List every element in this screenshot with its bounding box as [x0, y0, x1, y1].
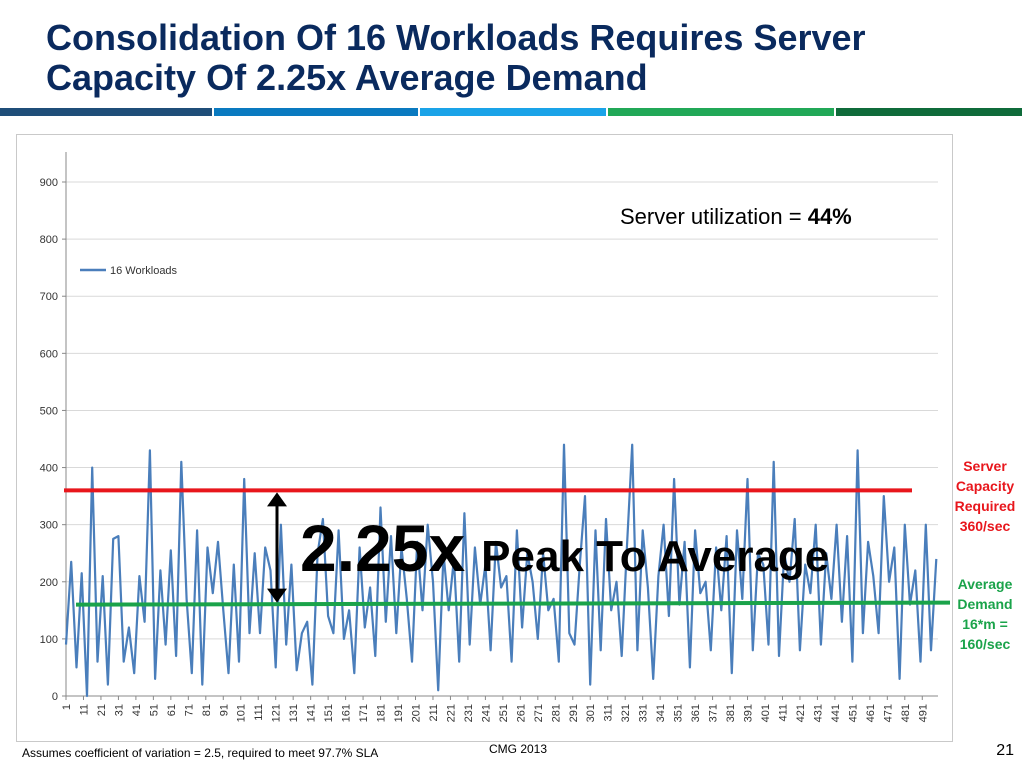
footer-text: CMG 2013 [489, 742, 548, 756]
title-stripe-segment [0, 108, 212, 116]
x-tick-label: 261 [515, 704, 527, 722]
x-tick-label: 301 [585, 704, 597, 722]
x-tick-label: 221 [445, 704, 457, 722]
x-tick-label: 41 [131, 704, 143, 716]
slide-title-line2: Capacity Of 2.25x Average Demand [46, 57, 648, 98]
slide-title: Consolidation Of 16 Workloads Requires S… [46, 18, 1006, 98]
x-tick-label: 161 [341, 704, 353, 722]
x-tick-label: 351 [673, 704, 685, 722]
peak-arrow-head-up [267, 492, 287, 507]
x-tick-label: 141 [306, 704, 318, 722]
x-tick-label: 431 [812, 704, 824, 722]
peak-arrow-head-down [267, 588, 287, 603]
x-tick-label: 151 [323, 704, 335, 722]
average-annotation: Average Demand 16*m = 160/sec [946, 574, 1024, 654]
y-tick-label: 200 [40, 577, 58, 589]
capacity-annotation: Server Capacity Required 360/sec [946, 456, 1024, 536]
x-tick-label: 181 [376, 704, 388, 722]
x-tick-label: 91 [218, 704, 230, 716]
x-tick-label: 21 [96, 704, 108, 716]
x-tick-label: 361 [690, 704, 702, 722]
capacity-label-line: Server [963, 458, 1007, 474]
x-tick-label: 81 [201, 704, 213, 716]
x-tick-label: 111 [253, 704, 265, 721]
title-stripe-segment [836, 108, 1022, 116]
x-tick-label: 171 [358, 704, 370, 722]
peak-text: Peak To Average [481, 532, 830, 581]
x-tick-label: 31 [113, 704, 125, 716]
series-line [64, 443, 938, 698]
title-stripe-segment [214, 108, 418, 116]
title-stripe-segment [608, 108, 834, 116]
y-tick-label: 0 [52, 691, 58, 703]
x-tick-label: 121 [271, 704, 283, 722]
average-label-line: 16*m = [962, 616, 1008, 632]
x-tick-label: 241 [480, 704, 492, 722]
x-tick-label: 211 [428, 704, 440, 722]
x-tick-label: 481 [900, 704, 912, 722]
average-label-line: 160/sec [959, 636, 1011, 652]
x-tick-label: 101 [236, 704, 248, 722]
peak-ratio: 2.25x [300, 511, 466, 585]
legend-label: 16 Workloads [110, 265, 178, 277]
x-tick-label: 471 [882, 704, 894, 722]
x-tick-label: 271 [533, 704, 545, 722]
x-tick-label: 131 [288, 704, 300, 722]
average-line [75, 600, 951, 607]
x-tick-label: 281 [550, 704, 562, 722]
capacity-label-line: Required [954, 498, 1016, 514]
x-tick-label: 491 [917, 704, 929, 722]
utilization-label: Server utilization = [620, 204, 808, 229]
x-tick-label: 311 [603, 704, 615, 722]
x-tick-label: 11 [78, 704, 90, 715]
x-tick-label: 1 [61, 704, 73, 710]
capacity-label-line: 360/sec [959, 518, 1011, 534]
x-tick-label: 451 [847, 704, 859, 722]
y-tick-label: 800 [40, 234, 58, 246]
y-tick-label: 900 [40, 177, 58, 189]
y-tick-label: 300 [40, 520, 58, 532]
x-tick-label: 61 [166, 704, 178, 716]
x-tick-label: 391 [743, 704, 755, 722]
x-tick-label: 461 [865, 704, 877, 722]
peak-to-average-annotation: 2.25x Peak To Average [300, 510, 829, 586]
x-tick-label: 231 [463, 704, 475, 722]
x-tick-label: 441 [830, 704, 842, 722]
y-tick-label: 400 [40, 463, 58, 475]
x-tick-label: 341 [655, 704, 667, 722]
x-tick-label: 191 [393, 704, 405, 722]
x-tick-label: 321 [620, 704, 632, 722]
x-tick-label: 401 [760, 704, 772, 722]
average-label-line: Average [957, 576, 1013, 592]
x-tick-label: 71 [183, 704, 195, 716]
x-tick-label: 381 [725, 704, 737, 722]
average-label-line: Demand [957, 596, 1013, 612]
x-tick-label: 291 [568, 704, 580, 722]
slide-title-line1: Consolidation Of 16 Workloads Requires S… [46, 17, 866, 58]
chart-frame [16, 134, 953, 742]
x-tick-label: 201 [410, 704, 422, 722]
title-underline-stripes [0, 108, 1024, 116]
y-tick-label: 600 [40, 348, 58, 360]
y-tick-label: 700 [40, 291, 58, 303]
capacity-label-line: Capacity [955, 478, 1015, 494]
title-stripe-segment [420, 108, 606, 116]
y-tick-label: 500 [40, 405, 58, 417]
x-tick-label: 251 [498, 704, 510, 722]
footnote: Assumes coefficient of variation = 2.5, … [22, 746, 379, 760]
y-tick-label: 100 [40, 634, 58, 646]
utilization-annotation: Server utilization = 44% [620, 204, 852, 230]
page-number: 21 [996, 742, 1014, 759]
x-tick-label: 411 [777, 704, 789, 722]
x-tick-label: 421 [795, 704, 807, 722]
x-tick-label: 51 [148, 704, 160, 716]
x-tick-label: 331 [638, 704, 650, 722]
x-tick-label: 371 [708, 704, 720, 722]
utilization-value: 44% [807, 204, 852, 229]
